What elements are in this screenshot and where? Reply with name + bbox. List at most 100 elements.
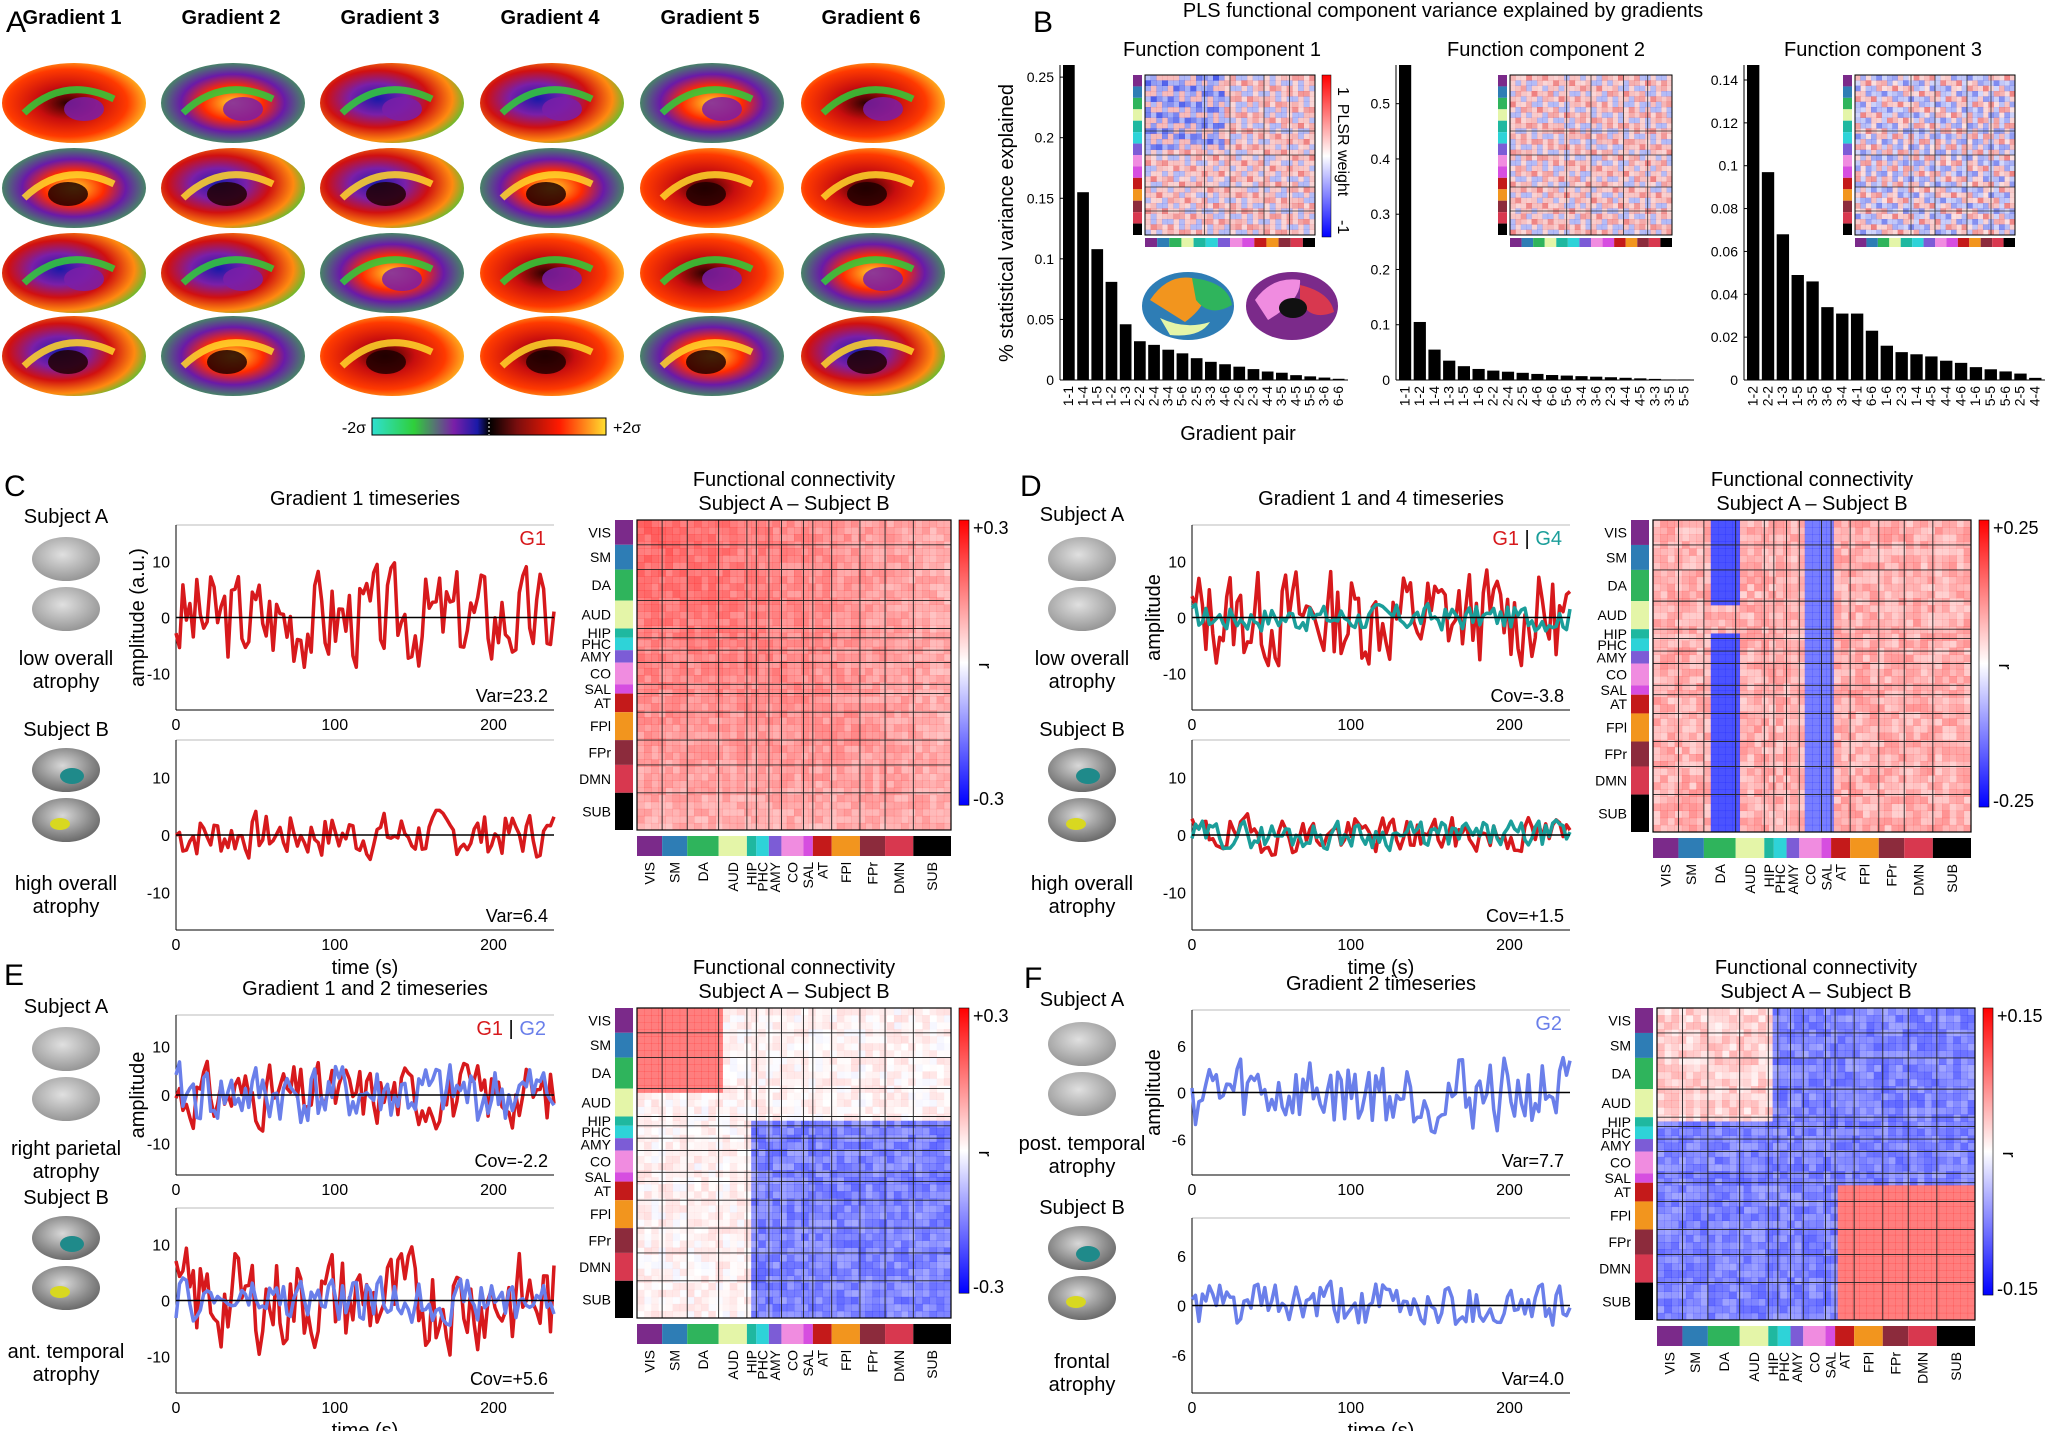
fc-cell bbox=[736, 675, 745, 683]
heatmap-cell bbox=[1218, 75, 1225, 81]
heatmap-cell bbox=[1241, 176, 1248, 182]
fc-cell bbox=[708, 576, 716, 584]
heatmap-cell bbox=[1999, 229, 2005, 236]
fc-cell bbox=[922, 667, 930, 676]
heatmap-cell bbox=[1924, 133, 1930, 140]
heatmap-cell bbox=[1196, 197, 1202, 204]
heatmap-cell bbox=[1601, 229, 1608, 236]
fc-cell bbox=[936, 675, 945, 683]
heatmap-cell bbox=[1162, 144, 1168, 150]
heatmap-cell bbox=[1623, 91, 1630, 97]
fc-cell bbox=[922, 689, 930, 697]
heatmap-cell bbox=[1967, 229, 1973, 236]
heatmap-cell bbox=[1218, 219, 1225, 225]
fc-cell bbox=[708, 590, 716, 598]
fc-cell bbox=[915, 667, 923, 676]
fc-cell bbox=[836, 618, 845, 626]
heatmap-cell bbox=[1887, 96, 1893, 102]
heatmap-cell bbox=[1281, 213, 1287, 220]
fc-cell bbox=[751, 759, 759, 767]
heatmap-cell bbox=[1298, 85, 1304, 92]
heatmap-cell bbox=[1607, 139, 1613, 145]
heatmap-cell bbox=[1184, 219, 1191, 225]
brain-region bbox=[48, 182, 88, 206]
heatmap-cell bbox=[1235, 133, 1242, 140]
heatmap-cell bbox=[1919, 219, 1925, 225]
x-tick-label: 1-2 bbox=[1744, 386, 1760, 406]
heatmap-cell bbox=[1252, 192, 1259, 198]
heatmap-cell bbox=[1156, 192, 1163, 198]
heatmap-cell bbox=[1903, 91, 1909, 97]
heatmap-cell bbox=[1585, 91, 1592, 97]
fc-cell bbox=[901, 590, 909, 598]
fc-cell bbox=[879, 801, 888, 810]
fc-cell bbox=[665, 689, 673, 697]
heatmap-cell bbox=[1607, 117, 1613, 124]
heatmap-cell bbox=[1252, 165, 1259, 172]
heatmap-cell bbox=[1184, 155, 1191, 161]
heatmap-cell bbox=[1156, 123, 1163, 129]
heatmap-cell bbox=[1224, 219, 1231, 225]
fc-cell bbox=[644, 576, 652, 584]
fc-cell bbox=[801, 534, 809, 542]
heatmap-cell bbox=[1855, 139, 1861, 145]
heatmap-cell bbox=[1213, 149, 1219, 156]
plsr-colorbar-label: PLSR weight bbox=[1334, 104, 1351, 197]
fc-cell bbox=[794, 703, 802, 711]
heatmap-cell bbox=[1612, 80, 1619, 86]
fc-cell bbox=[893, 597, 902, 605]
heatmap-cell bbox=[1951, 171, 1957, 177]
fc-cell bbox=[637, 611, 645, 619]
heatmap-cell bbox=[1860, 176, 1866, 182]
heatmap-cell bbox=[1179, 171, 1185, 177]
fc-cell bbox=[943, 611, 952, 619]
brain-region bbox=[48, 350, 88, 374]
fc-cell bbox=[808, 801, 816, 810]
heatmap-cell bbox=[1241, 219, 1248, 225]
heatmap-cell bbox=[1258, 160, 1265, 166]
heatmap-cell bbox=[1542, 203, 1549, 209]
heatmap-cell bbox=[1596, 107, 1603, 113]
fc-cell bbox=[929, 534, 938, 542]
fc-cell bbox=[779, 801, 788, 810]
heatmap-cell bbox=[1618, 187, 1624, 193]
heatmap-cell bbox=[1961, 160, 1968, 166]
heatmap-cell bbox=[1983, 96, 1989, 102]
heatmap-cell bbox=[1179, 229, 1185, 236]
fc-cell bbox=[815, 752, 823, 760]
fc-cell bbox=[651, 604, 659, 612]
heatmap-cell bbox=[1196, 123, 1202, 129]
heatmap-cell bbox=[2009, 165, 2016, 172]
heatmap-cell bbox=[1596, 229, 1603, 236]
heatmap-cell bbox=[1156, 101, 1163, 108]
heatmap-cell bbox=[1903, 75, 1909, 81]
heatmap-cell bbox=[1972, 155, 1978, 161]
fc-cell bbox=[901, 780, 909, 789]
bar bbox=[1590, 376, 1603, 380]
fc-cell bbox=[915, 703, 923, 711]
heatmap-cell bbox=[2009, 176, 2016, 182]
heatmap-cell bbox=[1977, 96, 1984, 102]
fc-cell bbox=[722, 766, 731, 774]
legend-label: G1 bbox=[519, 528, 546, 550]
heatmap-cell bbox=[1596, 176, 1603, 182]
fc-cell bbox=[679, 766, 688, 774]
heatmap-cell bbox=[1269, 133, 1276, 140]
fc-cell bbox=[936, 583, 945, 591]
bar bbox=[1205, 361, 1217, 380]
heatmap-cell bbox=[1650, 107, 1657, 113]
fc-cell bbox=[729, 583, 738, 591]
fc-cell bbox=[886, 724, 895, 732]
heatmap-cell bbox=[1612, 91, 1619, 97]
heatmap-cell bbox=[1596, 197, 1603, 204]
fc-cell bbox=[865, 696, 873, 704]
fc-cell bbox=[893, 710, 902, 718]
heatmap-cell bbox=[1520, 96, 1527, 102]
heatmap-cell bbox=[1515, 229, 1522, 236]
heatmap-cell bbox=[1309, 139, 1316, 145]
heatmap-cell bbox=[1303, 91, 1310, 97]
heatmap-cell bbox=[1241, 203, 1248, 209]
fc-cell bbox=[701, 520, 709, 528]
fc-cell bbox=[922, 745, 930, 753]
fc-cell bbox=[908, 759, 916, 767]
